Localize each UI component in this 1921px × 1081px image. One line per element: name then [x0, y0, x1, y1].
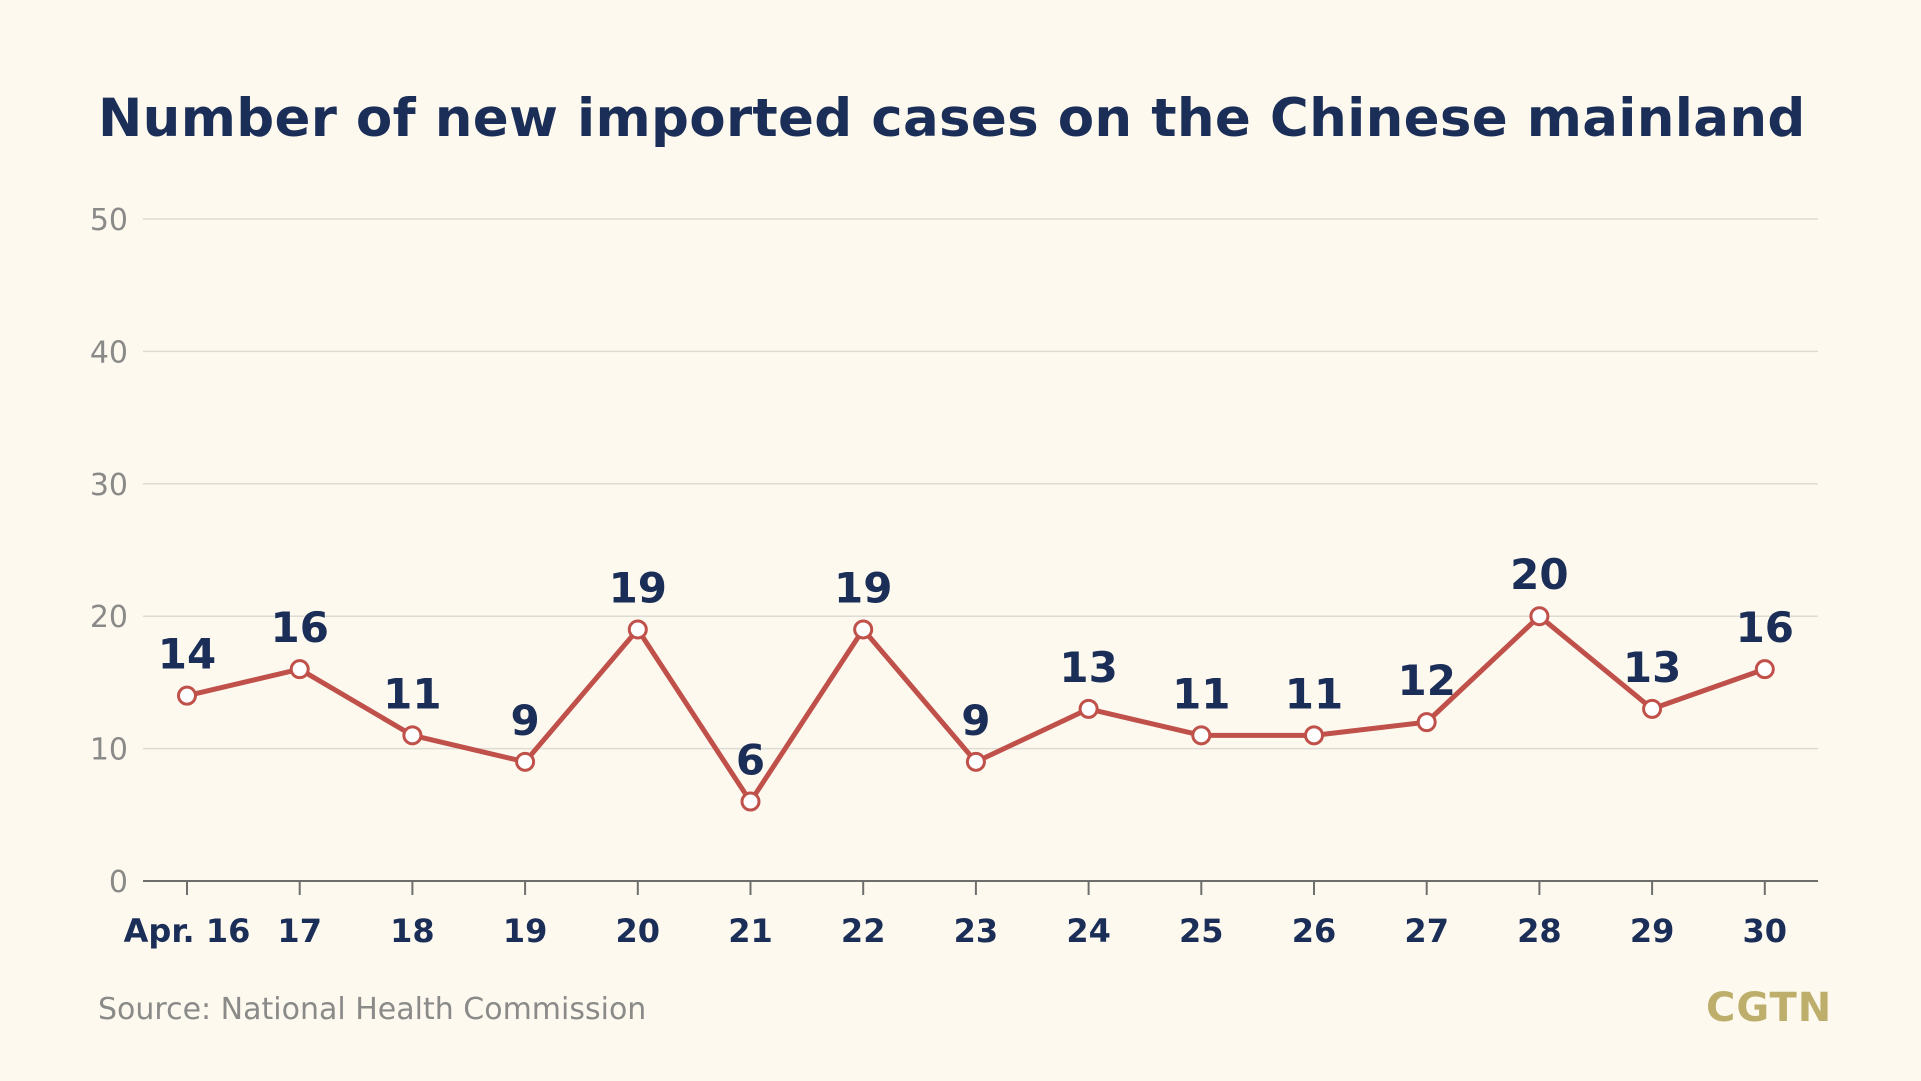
data-labels: 14 16 11 9 19 6 19 9 13 11 11 12 20 13 16	[158, 550, 1794, 784]
x-tick-label: 25	[1179, 912, 1224, 950]
data-point	[1529, 606, 1550, 627]
y-tick-label: 10	[90, 733, 128, 768]
x-tick-label: 30	[1743, 912, 1788, 950]
data-point	[627, 619, 648, 640]
data-label: 12	[1397, 656, 1455, 705]
x-tick-label: 24	[1066, 912, 1111, 950]
data-label: 14	[158, 630, 216, 679]
y-tick-label: 0	[109, 865, 128, 900]
data-point	[1191, 725, 1212, 746]
data-label: 16	[1736, 603, 1794, 652]
source-note: Source: National Health Commission	[98, 992, 647, 1027]
data-label: 16	[270, 603, 328, 652]
x-tick-label: 18	[390, 912, 435, 950]
data-point	[1304, 725, 1324, 746]
data-point	[1754, 659, 1775, 680]
data-label: 11	[1285, 669, 1343, 718]
data-point	[1078, 698, 1099, 719]
x-tick-label: 26	[1292, 912, 1337, 950]
y-tick-label: 30	[90, 468, 128, 503]
x-axis: Apr. 16 17 18 19 20 21 22 23 24 25 26 27 28 29 30	[124, 880, 1818, 950]
data-point	[177, 685, 197, 706]
data-point	[740, 791, 761, 812]
data-label: 6	[736, 736, 765, 785]
x-tick-label: 20	[616, 912, 661, 950]
chart-title: Number of new imported cases on the Chin…	[98, 88, 1806, 149]
x-tick-label: Apr. 16	[124, 912, 251, 950]
data-point	[1642, 698, 1663, 719]
data-label: 19	[834, 563, 892, 612]
grid-lines	[143, 218, 1818, 750]
series-line	[177, 606, 1775, 812]
data-label: 19	[609, 563, 667, 612]
x-tick-label: 27	[1404, 912, 1449, 950]
y-tick-label: 50	[90, 203, 128, 238]
data-point	[1416, 712, 1437, 733]
data-point	[515, 751, 536, 772]
y-axis-ticks: 0 10 20 30 40 50	[90, 203, 128, 900]
data-label: 11	[1172, 669, 1230, 718]
data-label: 9	[961, 696, 990, 745]
data-point	[289, 659, 310, 680]
data-label: 11	[383, 669, 441, 718]
x-tick-label: 29	[1630, 912, 1675, 950]
data-point	[402, 725, 423, 746]
data-point	[853, 619, 874, 640]
data-point	[965, 751, 986, 772]
data-label: 20	[1510, 550, 1568, 599]
data-label: 13	[1059, 643, 1117, 692]
y-tick-label: 40	[90, 335, 128, 370]
x-tick-label: 19	[503, 912, 548, 950]
cgtn-logo: CGTN	[1706, 985, 1833, 1031]
x-tick-label: 28	[1517, 912, 1562, 950]
x-tick-label: 17	[277, 912, 322, 950]
x-tick-label: 21	[728, 912, 773, 950]
y-tick-label: 20	[90, 600, 128, 635]
x-tick-label: 23	[954, 912, 999, 950]
x-tick-label: 22	[841, 912, 886, 950]
data-label: 13	[1623, 643, 1681, 692]
data-label: 9	[510, 696, 539, 745]
